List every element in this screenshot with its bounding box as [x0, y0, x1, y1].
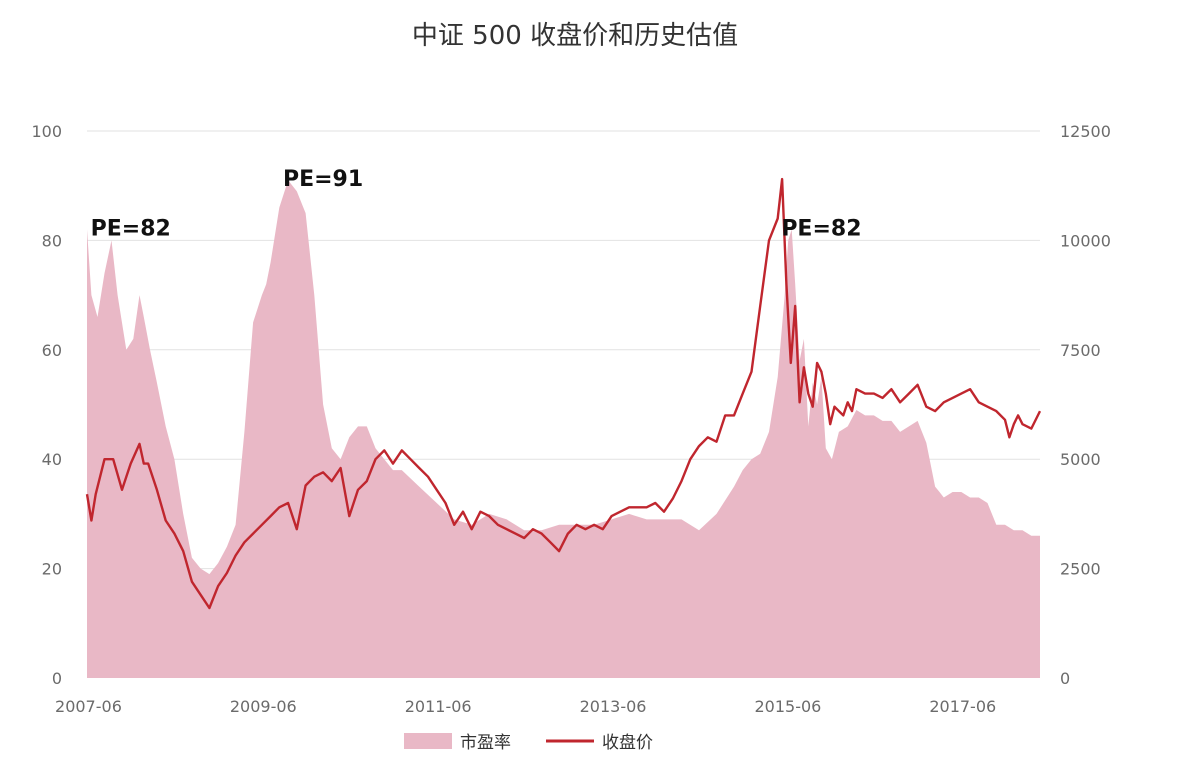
right-tick-label: 0: [1060, 669, 1070, 688]
right-tick-label: 12500: [1060, 122, 1111, 141]
left-tick-label: 40: [42, 450, 62, 469]
pe-annotation: PE=82: [91, 216, 171, 241]
legend: 市盈率 收盘价: [404, 733, 653, 753]
x-tick-label: 2013-06: [580, 697, 647, 716]
x-tick-label: 2017-06: [929, 697, 996, 716]
right-tick-label: 2500: [1060, 560, 1101, 579]
x-axis-ticks: 2007-06 2009-06 2011-06 2013-06 2015-06 2017-…: [55, 697, 996, 716]
x-tick-label: 2015-06: [754, 697, 821, 716]
x-tick-label: 2011-06: [405, 697, 472, 716]
legend-label-pe: 市盈率: [460, 733, 511, 753]
left-tick-label: 20: [42, 560, 62, 579]
chart-title: 中证 500 收盘价和历史估值: [412, 21, 738, 51]
pe-area-layer: [87, 180, 1040, 678]
x-tick-label: 2009-06: [230, 697, 297, 716]
pe-area: [87, 180, 1040, 678]
price-line: [85, 177, 1042, 610]
left-axis-ticks: 0 20 40 60 80 100: [31, 122, 62, 688]
pe-annotation: PE=82: [781, 216, 861, 241]
x-tick-label: 2007-06: [55, 697, 122, 716]
legend-label-price: 收盘价: [602, 733, 653, 753]
left-tick-label: 0: [52, 669, 62, 688]
right-tick-label: 5000: [1060, 450, 1101, 469]
annotations: PE=82 PE=91 PE=82: [91, 167, 862, 241]
pe-annotation: PE=91: [283, 167, 363, 192]
price-line-layer: [85, 177, 1042, 610]
legend-swatch-pe: [404, 733, 452, 749]
left-tick-label: 60: [42, 341, 62, 360]
right-axis-ticks: 0 2500 5000 7500 10000 12500: [1060, 122, 1111, 688]
left-tick-label: 80: [42, 231, 62, 250]
right-tick-label: 7500: [1060, 341, 1101, 360]
right-tick-label: 10000: [1060, 231, 1111, 250]
left-tick-label: 100: [31, 122, 62, 141]
